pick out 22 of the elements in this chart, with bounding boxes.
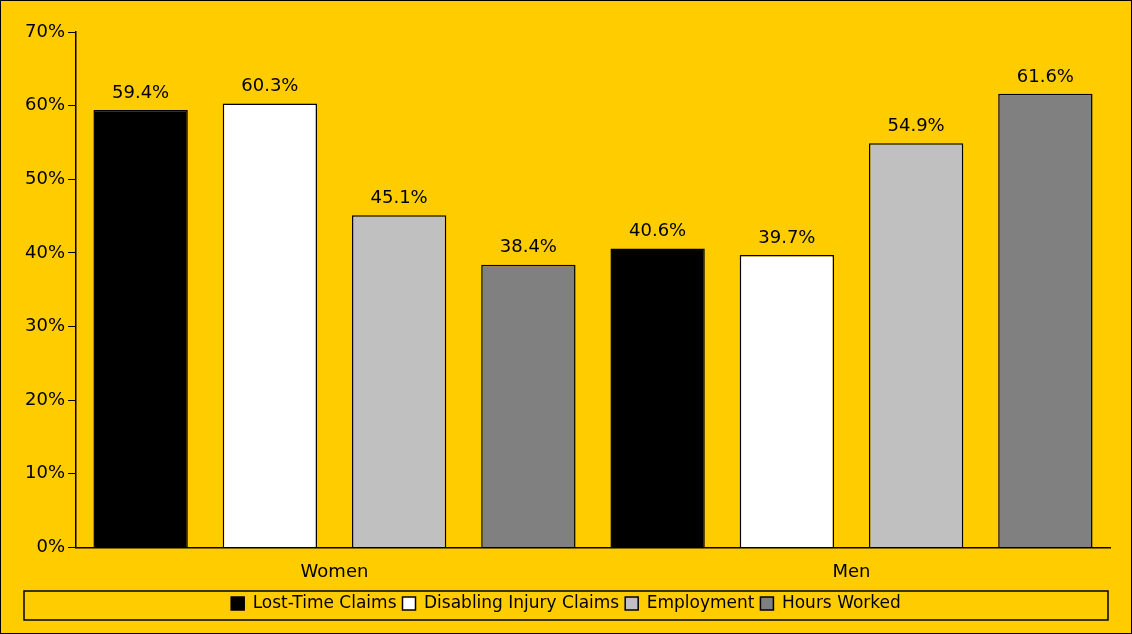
y-tick-label: 70% — [24, 19, 66, 41]
data-label: 54.9% — [887, 113, 945, 135]
y-tick-label: 50% — [24, 166, 66, 188]
data-label: 59.4% — [112, 80, 170, 102]
legend-label: Hours Worked — [781, 591, 901, 612]
data-label: 39.7% — [758, 225, 816, 247]
y-tick-label: 0% — [36, 535, 66, 557]
x-tick-label: Men — [832, 559, 871, 581]
data-label: 61.6% — [1016, 64, 1074, 86]
data-label: 60.3% — [241, 74, 299, 96]
legend-label: Disabling Injury Claims — [424, 591, 620, 612]
legend-label: Employment — [646, 591, 755, 612]
data-label: 45.1% — [370, 186, 428, 208]
y-tick-label: 40% — [24, 240, 66, 262]
y-tick-label: 10% — [24, 461, 66, 483]
y-tick-label: 60% — [24, 93, 66, 115]
x-tick-label: Women — [300, 559, 369, 581]
y-tick-label: 20% — [24, 387, 66, 409]
legend-label: Lost-Time Claims — [252, 591, 397, 612]
y-tick-label: 30% — [24, 314, 66, 336]
data-label: 38.4% — [499, 235, 557, 257]
data-label: 40.6% — [629, 219, 687, 241]
